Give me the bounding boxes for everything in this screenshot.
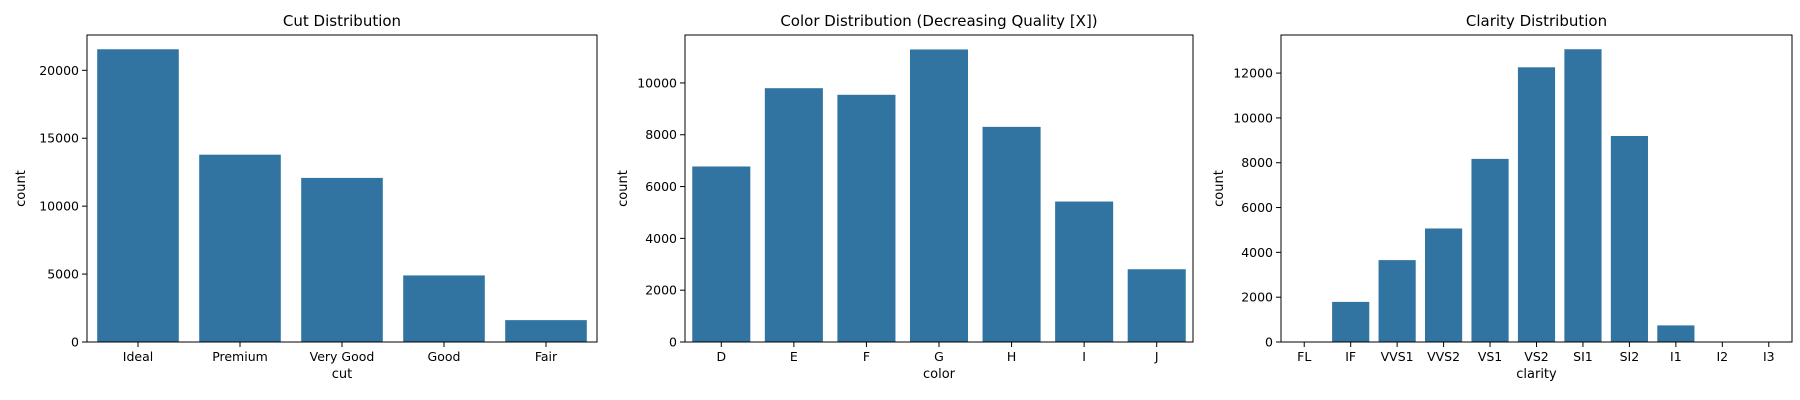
y-tick-label: 5000 — [47, 267, 79, 282]
y-tick-label: 10000 — [1233, 110, 1273, 125]
bar-vvs2 — [1425, 228, 1463, 342]
x-axis-label: clarity — [1516, 367, 1557, 382]
y-tick-label: 4000 — [645, 231, 677, 246]
bar-ideal — [97, 49, 179, 342]
x-tick-label: SI2 — [1620, 349, 1640, 364]
x-tick-label: G — [934, 349, 944, 364]
bar-i1 — [1657, 325, 1695, 342]
x-tick-label: I3 — [1763, 349, 1775, 364]
chart-title: Clarity Distribution — [1466, 12, 1607, 30]
bar-e — [764, 88, 823, 342]
y-tick-label: 6000 — [1241, 200, 1273, 215]
chart-title: Cut Distribution — [283, 12, 401, 30]
x-tick-label: SI1 — [1573, 349, 1593, 364]
x-tick-label: I2 — [1716, 349, 1728, 364]
y-tick-label: 12000 — [1233, 66, 1273, 81]
x-tick-label: Good — [428, 349, 461, 364]
bar-i — [1055, 201, 1114, 342]
x-tick-label: I1 — [1670, 349, 1682, 364]
bar-f — [837, 94, 896, 342]
x-tick-label: VVS2 — [1427, 349, 1460, 364]
x-tick-label: VS1 — [1478, 349, 1502, 364]
chart-3: FL IF VVS1 VVS2 VS1 VS2 SI1 SI2 I1 I2 I3 0 2000 4000 6… — [1212, 12, 1793, 382]
bar-j — [1127, 269, 1186, 342]
y-tick-label: 4000 — [1241, 245, 1273, 260]
bar-if — [1332, 301, 1370, 342]
bar-d — [692, 166, 751, 342]
y-axis-label: count — [1212, 170, 1227, 207]
bar-si2 — [1610, 135, 1648, 342]
x-tick-label: D — [716, 349, 726, 364]
bar-vs1 — [1471, 158, 1509, 342]
x-tick-label: IF — [1345, 349, 1356, 364]
x-axis-label: color — [923, 367, 956, 382]
bar-fair — [505, 320, 587, 342]
y-tick-label: 8000 — [1241, 155, 1273, 170]
y-tick-label: 10000 — [637, 75, 677, 90]
x-tick-label: VS2 — [1524, 349, 1548, 364]
y-tick-label: 8000 — [645, 127, 677, 142]
bar-g — [909, 49, 969, 342]
x-tick-label: VVS1 — [1381, 349, 1414, 364]
chart-1: Ideal Premium Very Good Good Fair 0 5000 10000 1… — [14, 12, 598, 382]
chart-2: D E F G H I J 0 2000 4000 6000 8000 10000 Color Distr… — [616, 12, 1194, 382]
bar-vs2 — [1517, 67, 1556, 343]
y-axis-label: count — [14, 170, 29, 207]
y-tick-label: 20000 — [39, 63, 79, 78]
y-tick-label: 2000 — [1241, 290, 1273, 305]
bar-premium — [199, 154, 281, 342]
bar-h — [982, 126, 1041, 342]
x-tick-label: I — [1082, 349, 1086, 364]
x-axis-label: cut — [332, 367, 352, 382]
x-tick-label: H — [1007, 349, 1016, 364]
x-tick-label: E — [790, 349, 798, 364]
bar-si1 — [1564, 49, 1602, 343]
y-tick-label: 0 — [669, 335, 677, 350]
y-axis-label: count — [616, 170, 631, 207]
bar-good — [403, 275, 485, 342]
y-tick-label: 2000 — [645, 283, 677, 298]
x-tick-label: J — [1154, 349, 1159, 364]
bar-very-good — [301, 177, 383, 342]
y-tick-label: 10000 — [39, 199, 79, 214]
x-tick-label: Premium — [212, 349, 268, 364]
y-tick-label: 6000 — [645, 179, 677, 194]
x-tick-label: Very Good — [310, 349, 375, 364]
bar-vvs1 — [1378, 260, 1416, 342]
x-tick-label: Ideal — [123, 349, 153, 364]
y-tick-label: 0 — [1265, 335, 1273, 350]
y-tick-label: 15000 — [39, 131, 79, 146]
x-tick-label: FL — [1297, 349, 1311, 364]
y-tick-label: 0 — [71, 335, 79, 350]
chart-title: Color Distribution (Decreasing Quality [… — [780, 12, 1097, 30]
x-tick-label: Fair — [535, 349, 558, 364]
x-tick-label: F — [863, 349, 870, 364]
